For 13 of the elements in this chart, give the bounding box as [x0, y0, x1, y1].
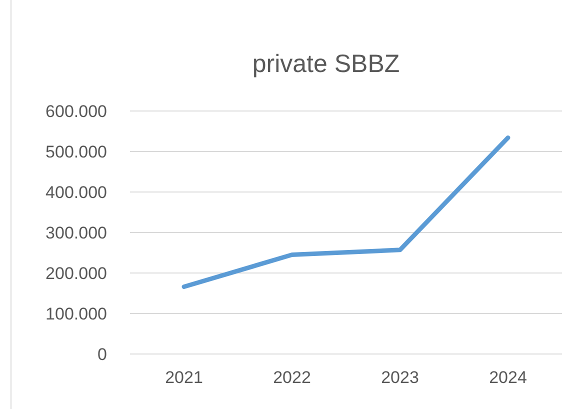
x-tick-label: 2024 — [489, 368, 527, 387]
y-tick-label: 300.000 — [46, 223, 107, 242]
y-tick-label: 100.000 — [46, 304, 107, 324]
y-tick-label: 200.000 — [46, 264, 107, 283]
y-tick-label: 400.000 — [46, 182, 107, 202]
x-tick-label: 2021 — [165, 368, 203, 387]
y-tick-label: 0 — [98, 344, 107, 364]
y-tick-label: 500.000 — [46, 142, 107, 162]
x-tick-label: 2023 — [381, 368, 419, 387]
line-series — [182, 135, 510, 290]
chart-title: private SBBZ — [252, 50, 400, 78]
y-tick-label: 600.000 — [46, 102, 107, 121]
x-tick-label: 2022 — [273, 368, 311, 387]
